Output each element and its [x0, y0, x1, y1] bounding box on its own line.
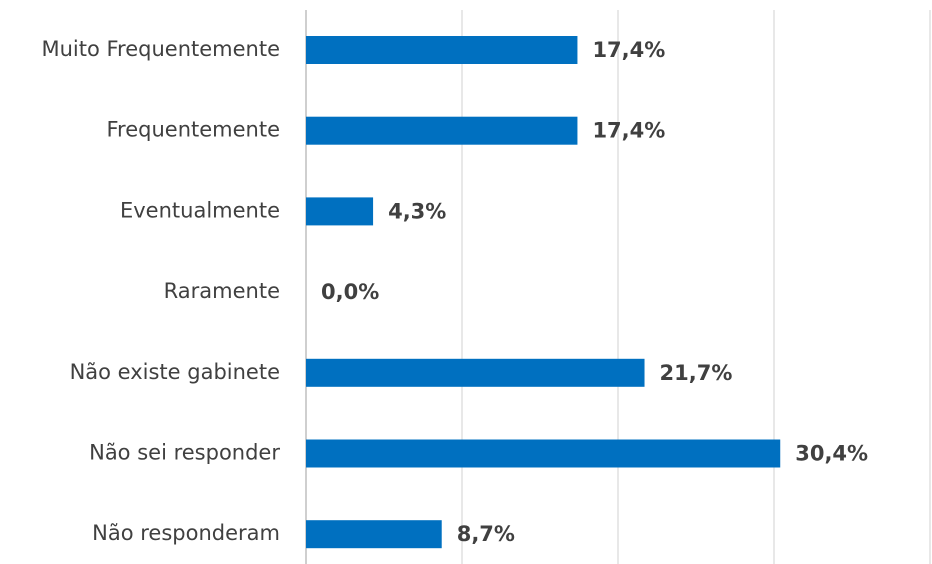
y-tick-label: Não responderam [92, 521, 280, 545]
bar [306, 116, 578, 145]
y-tick-label: Eventualmente [120, 198, 280, 222]
data-label: 21,7% [660, 361, 733, 385]
bar [306, 520, 442, 549]
y-tick-label: Não existe gabinete [70, 360, 280, 384]
y-tick-label: Não sei responder [89, 441, 280, 465]
data-label: 8,7% [457, 522, 515, 546]
y-tick-label: Raramente [164, 279, 280, 303]
bar [306, 439, 781, 468]
data-label: 0,0% [321, 280, 379, 304]
data-label: 30,4% [795, 442, 868, 466]
bar [306, 36, 578, 64]
data-label: 17,4% [592, 38, 665, 62]
bar [306, 197, 374, 226]
y-tick-label: Frequentemente [106, 118, 280, 142]
data-label: 4,3% [388, 199, 446, 223]
y-tick-label: Muito Frequentemente [41, 37, 280, 61]
bar [306, 358, 645, 387]
data-label: 17,4% [592, 119, 665, 143]
